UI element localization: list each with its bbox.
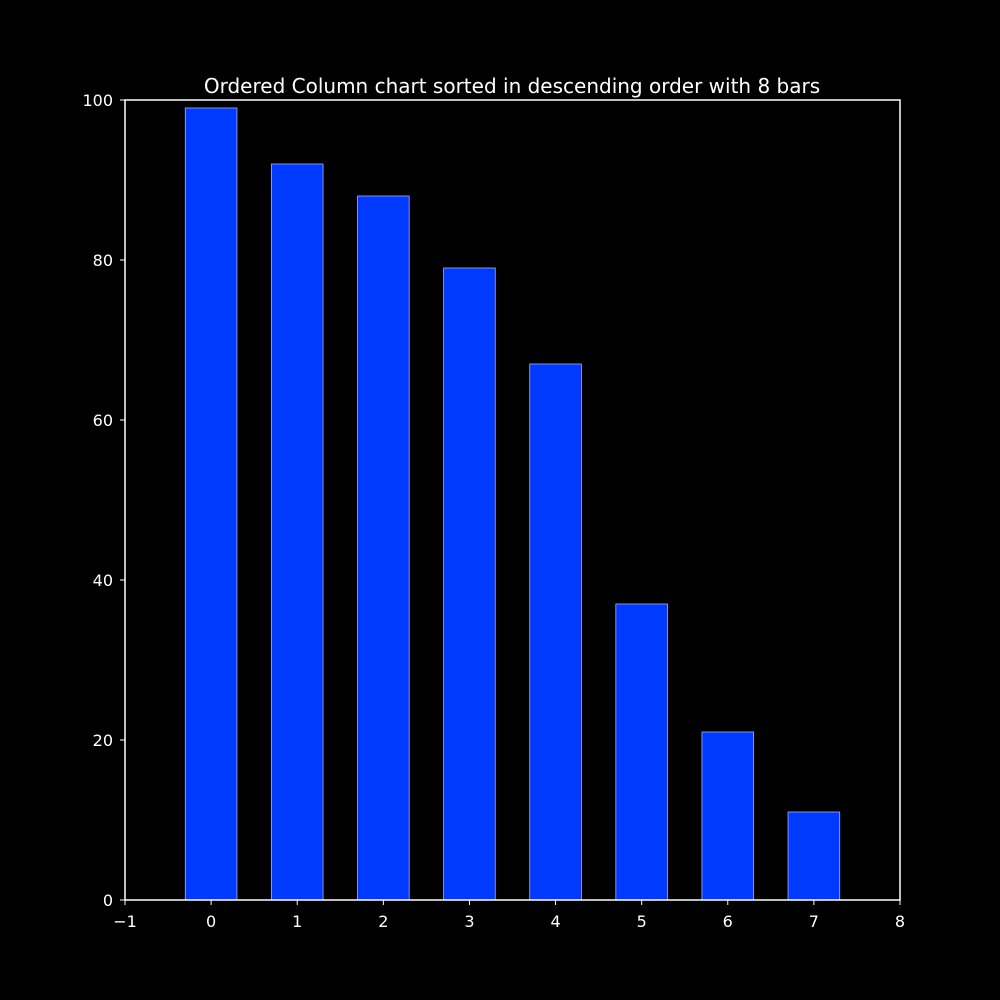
bar-4 <box>529 363 582 901</box>
x-tick-label: 0 <box>206 912 216 931</box>
x-tick-label: 2 <box>378 912 388 931</box>
y-tick-label: 20 <box>93 731 113 750</box>
bar-5 <box>615 603 668 901</box>
bar-2 <box>357 195 410 901</box>
plot-area-frame <box>124 99 901 901</box>
x-tick-label: 7 <box>809 912 819 931</box>
x-tick-label: 6 <box>723 912 733 931</box>
x-tick-label: 8 <box>895 912 905 931</box>
chart-title: Ordered Column chart sorted in descendin… <box>204 74 820 98</box>
x-tick-label: 5 <box>637 912 647 931</box>
y-tick-label: 60 <box>93 411 113 430</box>
y-axis-ticks: 0 20 40 60 80 100 <box>82 91 125 910</box>
bar-0 <box>184 107 238 901</box>
bar-3 <box>443 267 496 901</box>
y-tick-label: 0 <box>103 891 113 910</box>
y-tick-label: 100 <box>82 91 113 110</box>
x-tick-label: 1 <box>292 912 302 931</box>
bars-group <box>184 107 841 901</box>
x-tick-label: −1 <box>113 912 137 931</box>
y-tick-label: 80 <box>93 251 113 270</box>
bar-6 <box>701 731 755 901</box>
x-axis-ticks: −1 0 1 2 3 4 5 6 7 8 <box>113 900 905 931</box>
bar-7 <box>787 811 841 901</box>
y-tick-label: 40 <box>93 571 113 590</box>
bar-1 <box>270 163 324 901</box>
x-tick-label: 4 <box>550 912 560 931</box>
x-tick-label: 3 <box>464 912 474 931</box>
